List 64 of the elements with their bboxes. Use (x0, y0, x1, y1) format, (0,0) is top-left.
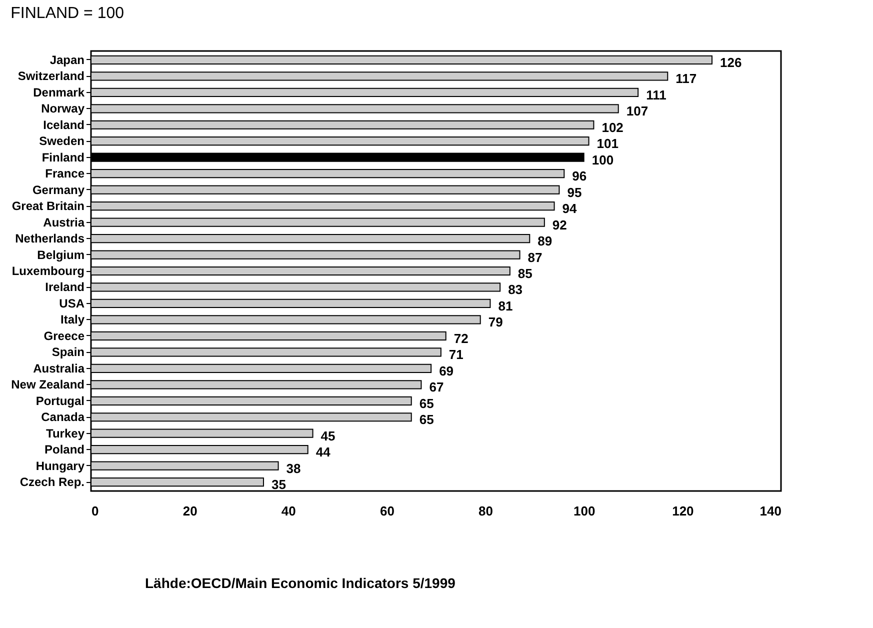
data-label: 92 (552, 217, 567, 232)
data-label: 94 (562, 201, 578, 216)
data-label: 65 (419, 396, 434, 411)
y-tick-label: Czech Rep. (20, 475, 84, 490)
x-tick-label: 100 (574, 504, 596, 518)
data-label: 85 (518, 266, 532, 281)
text: Lähde:OECD/Main Economic Indicators 5/1999 (145, 575, 456, 591)
y-tick-label: Finland (42, 150, 84, 164)
data-label: 69 (439, 363, 454, 378)
data-label: 67 (429, 380, 444, 395)
data-label: 126 (720, 54, 742, 70)
y-tick-label: France (45, 166, 85, 181)
data-label: 71 (448, 347, 464, 362)
data-label: 101 (596, 136, 618, 152)
y-tick-label: USA (59, 296, 85, 310)
data-label: 100 (592, 152, 614, 168)
data-label: 107 (626, 104, 648, 119)
x-tick-label: 40 (281, 504, 296, 518)
x-tick-label: 60 (380, 504, 394, 518)
data-label: 44 (316, 444, 332, 460)
data-label: 117 (676, 71, 697, 86)
data-label: 79 (488, 314, 503, 330)
data-label: 87 (528, 250, 542, 265)
x-tick-label: 20 (182, 504, 198, 518)
y-tick-label: Turkey (46, 426, 85, 440)
data-label: 83 (508, 282, 523, 298)
x-tick-label: 140 (760, 504, 782, 518)
y-tick-label: Denmark (33, 85, 85, 100)
x-tick-label: 120 (672, 504, 694, 518)
y-tick-label: Germany (32, 182, 85, 197)
y-tick-label: Belgium (37, 248, 84, 262)
y-tick-label: Spain (52, 345, 84, 360)
y-tick-label: Austria (43, 215, 85, 230)
y-tick-label: Japan (50, 52, 84, 67)
data-label: 35 (272, 477, 286, 492)
data-label: 95 (567, 184, 582, 200)
data-label: 81 (498, 298, 513, 314)
data-label: 72 (454, 330, 468, 346)
chart-title: FINLAND = 100 (10, 5, 124, 22)
data-label: 45 (320, 428, 336, 444)
y-tick-label: Iceland (43, 118, 84, 132)
y-tick-label: Norway (41, 102, 85, 116)
data-label: 111 (646, 87, 666, 102)
y-tick-label: Australia (33, 361, 85, 376)
y-tick-label: Sweden (39, 134, 84, 148)
x-tick-label: 80 (478, 504, 494, 518)
y-tick-label: Hungary (36, 458, 85, 473)
y-tick-label: Luxembourg (12, 264, 84, 278)
y-tick-label: New Zealand (11, 378, 84, 392)
data-label: 89 (538, 234, 552, 249)
y-tick-label: Greece (44, 328, 85, 343)
y-tick-label: Great Britain (12, 199, 84, 214)
y-tick-label: Canada (41, 410, 85, 424)
data-label: 96 (572, 168, 587, 184)
y-tick-label: Italy (60, 312, 85, 327)
data-label: 65 (419, 412, 434, 428)
data-label: 102 (602, 120, 624, 135)
y-tick-label: Portugal (36, 394, 84, 408)
data-label: 38 (286, 460, 301, 476)
y-tick-label: Poland (44, 442, 84, 457)
x-tick-label: 0 (92, 504, 99, 518)
y-tick-label: Switzerland (18, 69, 84, 84)
y-tick-label: Ireland (45, 280, 84, 294)
y-tick-label: Netherlands (15, 232, 85, 246)
